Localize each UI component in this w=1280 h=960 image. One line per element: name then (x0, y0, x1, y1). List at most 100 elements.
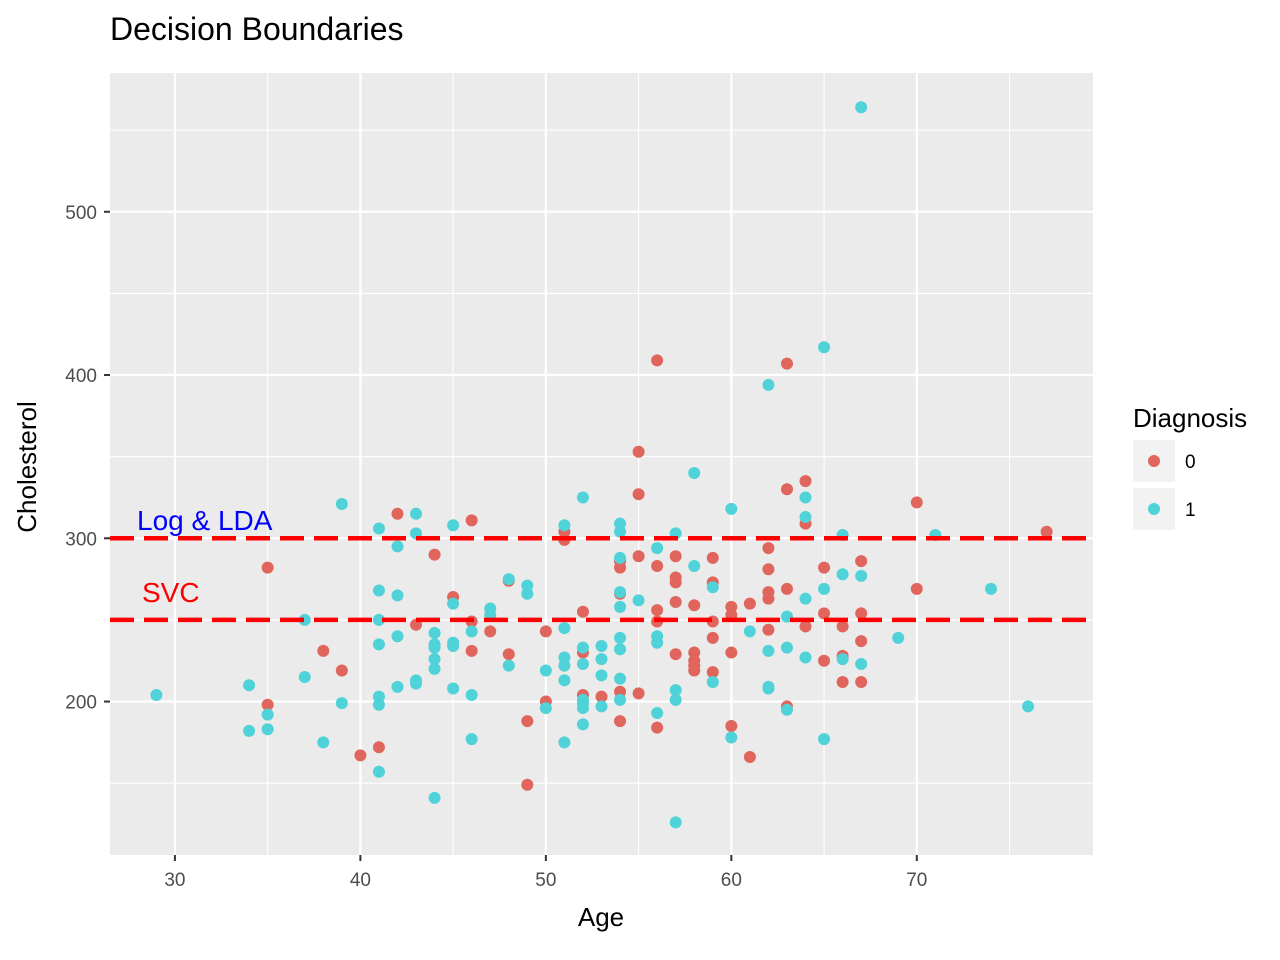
data-point-0 (688, 664, 701, 677)
data-point-0 (1040, 525, 1053, 538)
data-point-1 (539, 702, 552, 715)
data-point-1 (614, 586, 627, 599)
data-point-1 (818, 582, 831, 595)
data-point-0 (632, 687, 645, 700)
data-point-1 (669, 693, 682, 706)
data-point-1 (428, 626, 441, 639)
y-axis-ticks: 200 300 400 500 (65, 203, 110, 714)
data-point-1 (261, 708, 274, 721)
data-point-1 (447, 682, 460, 695)
data-point-1 (243, 724, 256, 737)
y-tick-label: 400 (65, 366, 97, 387)
data-point-1 (391, 680, 404, 693)
data-point-1 (447, 519, 460, 532)
data-point-1 (391, 540, 404, 553)
data-point-0 (836, 675, 849, 688)
data-point-1 (576, 718, 589, 731)
data-point-1 (984, 582, 997, 595)
data-point-0 (632, 488, 645, 501)
data-point-1 (576, 657, 589, 670)
data-point-1 (614, 672, 627, 685)
data-point-1 (595, 653, 608, 666)
data-point-1 (576, 491, 589, 504)
data-point-1 (688, 466, 701, 479)
x-tick-label: 40 (350, 870, 371, 891)
data-point-1 (725, 731, 738, 744)
major-gridlines (110, 73, 1093, 855)
data-point-0 (725, 720, 738, 733)
data-point-1 (372, 522, 385, 535)
data-point-1 (372, 613, 385, 626)
data-point-1 (558, 519, 571, 532)
data-point-1 (465, 625, 478, 638)
data-point-0 (743, 751, 756, 764)
data-point-1 (558, 622, 571, 635)
data-point-1 (614, 525, 627, 538)
plot-panel (110, 73, 1093, 855)
legend-key-0-dot (1148, 455, 1160, 467)
data-point-1 (372, 765, 385, 778)
data-point-1 (335, 497, 348, 510)
data-point-0 (651, 354, 664, 367)
data-point-1 (651, 636, 664, 649)
data-point-0 (576, 605, 589, 618)
data-point-0 (465, 514, 478, 527)
data-point-0 (428, 548, 441, 561)
data-point-0 (855, 675, 868, 688)
data-point-1 (150, 689, 163, 702)
x-axis-ticks: 30 40 50 60 70 (164, 855, 927, 891)
data-point-0 (669, 595, 682, 608)
data-point-1 (317, 736, 330, 749)
svc-label: SVC (142, 577, 200, 608)
data-point-1 (892, 631, 905, 644)
data-point-0 (669, 576, 682, 589)
data-point-1 (576, 641, 589, 654)
data-point-0 (317, 644, 330, 657)
data-point-1 (539, 664, 552, 677)
data-point-1 (558, 674, 571, 687)
data-point-0 (632, 550, 645, 563)
x-axis-title: Age (578, 902, 624, 932)
data-point-0 (910, 582, 923, 595)
data-point-1 (651, 542, 664, 555)
data-point-1 (428, 791, 441, 804)
data-point-1 (614, 600, 627, 613)
data-point-1 (799, 511, 812, 524)
data-point-1 (762, 682, 775, 695)
data-point-1 (298, 671, 311, 684)
data-point-1 (595, 640, 608, 653)
data-point-1 (558, 659, 571, 672)
data-point-0 (706, 666, 719, 679)
data-point-1 (799, 491, 812, 504)
data-point-0 (855, 607, 868, 620)
data-point-0 (799, 620, 812, 633)
threshold-lines (110, 536, 1093, 623)
data-point-0 (651, 721, 664, 734)
data-point-0 (669, 648, 682, 661)
data-point-0 (836, 620, 849, 633)
data-point-1 (762, 378, 775, 391)
data-point-1 (743, 625, 756, 638)
data-point-1 (298, 613, 311, 626)
data-point-0 (706, 551, 719, 564)
data-point-1 (855, 101, 868, 114)
data-point-0 (818, 607, 831, 620)
data-point-1 (855, 569, 868, 582)
x-tick-label: 60 (721, 870, 742, 891)
y-tick-label: 200 (65, 693, 97, 714)
legend-title: Diagnosis (1133, 403, 1247, 433)
data-point-0 (651, 560, 664, 573)
data-point-0 (632, 445, 645, 458)
data-point-0 (818, 654, 831, 667)
x-tick-label: 50 (535, 870, 556, 891)
data-point-0 (521, 778, 534, 791)
data-point-1 (632, 594, 645, 607)
data-point-1 (669, 816, 682, 829)
data-point-0 (818, 561, 831, 574)
data-point-0 (780, 582, 793, 595)
data-point-0 (762, 563, 775, 576)
data-point-1 (614, 631, 627, 644)
data-point-0 (372, 741, 385, 754)
data-point-1 (836, 653, 849, 666)
data-point-1 (558, 736, 571, 749)
